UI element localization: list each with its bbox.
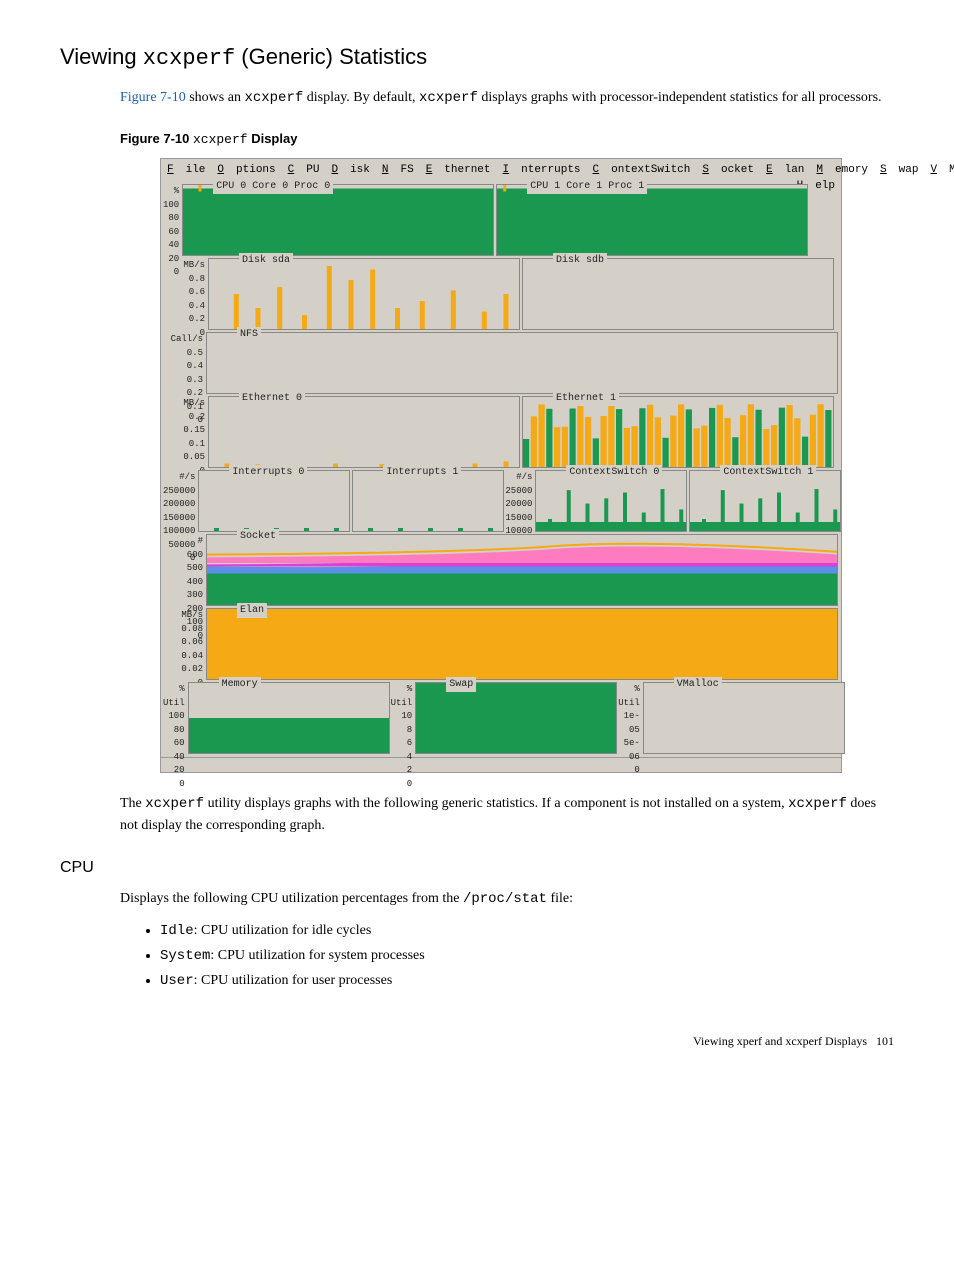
chart-panel: CPU 0 Core 0 Proc 0 [182, 184, 494, 256]
chart-panel: Memory [188, 682, 390, 754]
xcxperf-window: File Options CPU Disk NFS Ethernet Interrupts C… [160, 158, 842, 774]
panel-title: VMalloc [674, 677, 722, 692]
chart-panel: Swap [415, 682, 617, 754]
menu-memory[interactable]: Memory [816, 164, 868, 176]
y-axis-unit: Call/s0.50.40.30.20.10 [163, 331, 205, 395]
panel-title: Ethernet 0 [239, 391, 305, 406]
heading-code: xcxperf [143, 46, 235, 71]
menu-options[interactable]: Options [217, 164, 275, 176]
intro-paragraph: Figure 7-10 shows an xcxperf display. By… [120, 87, 894, 109]
panel-title: Ethernet 1 [553, 391, 619, 406]
menu-disk[interactable]: Disk [331, 164, 369, 176]
y-axis-unit: % Util1086420 [391, 681, 415, 755]
y-axis-unit: #/s250000200000150000100000500000 [163, 469, 197, 533]
menu-swap[interactable]: Swap [880, 164, 918, 176]
menu-file[interactable]: File [167, 164, 205, 176]
y-axis-unit: MB/s0.080.060.040.020 [163, 607, 205, 681]
y-axis-unit: #/s2500020000150001000050000 [505, 469, 534, 533]
y-axis-unit: % Util100806040200 [163, 681, 187, 755]
panel-title: ContextSwitch 0 [566, 465, 662, 480]
chart-panel: VMalloc [643, 682, 845, 754]
panel-title: CPU 1 Core 1 Proc 1 [527, 179, 647, 194]
chart-area: %100806040200CPU 0 Core 0 Proc 0CPU 1 Co… [161, 181, 841, 757]
panel-title: Socket [237, 529, 279, 544]
chart-panel: NFS [206, 332, 838, 394]
chart-panel: Ethernet 1 [522, 396, 834, 468]
y-axis-unit: MB/s0.80.60.40.20 [163, 257, 207, 331]
menu-socket[interactable]: Socket [702, 164, 754, 176]
panel-title: Interrupts 1 [383, 465, 461, 480]
y-axis-unit: %100806040200 [163, 183, 181, 257]
cpu-section-heading: CPU [60, 856, 894, 880]
chart-panel: Interrupts 0 [198, 470, 350, 532]
menu-vmalloc[interactable]: VMalloc [930, 164, 954, 176]
chart-panel: Elan [206, 608, 838, 680]
menu-interrupts[interactable]: Interrupts [503, 164, 581, 176]
y-axis-unit: MB/s0.20.150.10.050 [163, 395, 207, 469]
page-heading: Viewing xcxperf (Generic) Statistics [60, 40, 894, 75]
y-axis-unit: % Util1e-055e-060 [618, 681, 642, 755]
y-axis-unit: #6005004003002001000 [163, 533, 205, 607]
cpu-intro: Displays the following CPU utilization p… [120, 888, 894, 910]
panel-title: Elan [237, 603, 267, 618]
panel-title: Interrupts 0 [229, 465, 307, 480]
panel-title: Memory [219, 677, 261, 692]
chart-panel: Disk sda [208, 258, 520, 330]
statusbar [161, 757, 841, 772]
panel-title: Disk sdb [553, 253, 607, 268]
menu-contextswitch[interactable]: ContextSwitch [593, 164, 691, 176]
menubar: File Options CPU Disk NFS Ethernet Interrupts C… [161, 159, 841, 182]
menu-ethernet[interactable]: Ethernet [426, 164, 491, 176]
figure-link[interactable]: Figure 7-10 [120, 90, 186, 105]
menu-elan[interactable]: Elan [766, 164, 804, 176]
menu-nfs[interactable]: NFS [382, 164, 414, 176]
figure-caption: Figure 7-10 xcxperf Display [120, 129, 894, 150]
list-item: User: CPU utilization for user processes [160, 970, 894, 992]
page-footer: Viewing xperf and xcxperf Displays 101 [60, 1032, 894, 1050]
list-item: Idle: CPU utilization for idle cycles [160, 920, 894, 942]
chart-panel: Socket [206, 534, 838, 606]
panel-title: NFS [237, 327, 261, 342]
chart-panel: Interrupts 1 [352, 470, 504, 532]
cpu-bullet-list: Idle: CPU utilization for idle cycles Sys… [160, 920, 894, 992]
heading-pre: Viewing [60, 44, 143, 69]
menu-cpu[interactable]: CPU [288, 164, 320, 176]
chart-panel: Disk sdb [522, 258, 834, 330]
chart-panel: CPU 1 Core 1 Proc 1 [496, 184, 808, 256]
panel-title: CPU 0 Core 0 Proc 0 [213, 179, 333, 194]
heading-post: (Generic) Statistics [235, 44, 427, 69]
panel-title: ContextSwitch 1 [720, 465, 816, 480]
list-item: System: CPU utilization for system proce… [160, 945, 894, 967]
panel-title: Swap [446, 677, 476, 692]
chart-panel: ContextSwitch 1 [689, 470, 841, 532]
chart-panel: ContextSwitch 0 [535, 470, 687, 532]
chart-panel: Ethernet 0 [208, 396, 520, 468]
body-paragraph: The xcxperf utility displays graphs with… [120, 793, 894, 836]
panel-title: Disk sda [239, 253, 293, 268]
